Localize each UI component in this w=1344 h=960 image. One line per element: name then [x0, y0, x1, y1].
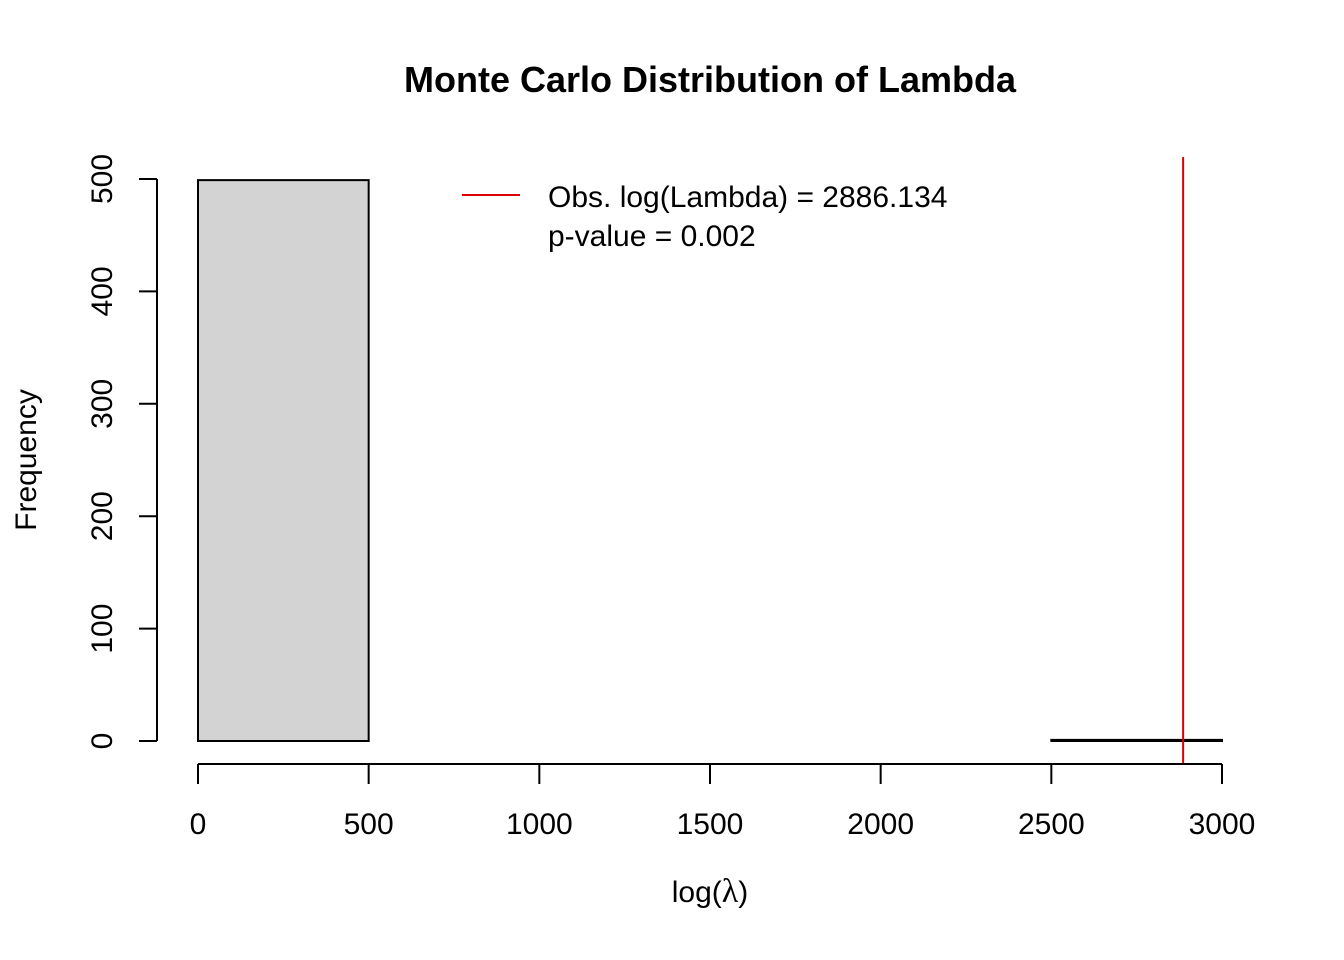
histogram-bar-5 [1050, 738, 1224, 742]
x-tick-label-1000: 1000 [506, 808, 573, 841]
x-tick-label-3000: 3000 [1189, 808, 1256, 841]
x-axis-label-lambda: λ [722, 873, 739, 910]
y-tick-label-200: 200 [86, 491, 119, 541]
x-axis-label: log(λ) [672, 873, 749, 910]
x-axis: 0 500 1000 1500 2000 2500 3000 [190, 763, 1256, 841]
y-tick-label-300: 300 [86, 379, 119, 429]
x-tick-label-0: 0 [190, 808, 207, 841]
y-tick-label-0: 0 [86, 733, 119, 750]
legend-observed-text: Obs. log(Lambda) = 2886.134 [548, 181, 947, 214]
legend-pvalue-text: p-value = 0.002 [548, 220, 756, 253]
legend: Obs. log(Lambda) = 2886.134 p-value = 0.… [462, 181, 947, 253]
y-tick-label-400: 400 [86, 266, 119, 316]
x-axis-label-prefix: log( [672, 876, 722, 909]
x-tick-label-1500: 1500 [677, 808, 744, 841]
x-tick-label-2000: 2000 [847, 808, 914, 841]
y-tick-label-500: 500 [86, 154, 119, 204]
x-tick-label-500: 500 [344, 808, 394, 841]
histogram-bar-0 [197, 179, 370, 742]
y-axis-label: Frequency [10, 389, 43, 531]
y-axis: 0 100 200 300 400 500 [86, 154, 158, 750]
y-tick-label-100: 100 [86, 604, 119, 654]
chart-title: Monte Carlo Distribution of Lambda [404, 59, 1017, 100]
x-axis-label-suffix: ) [738, 876, 748, 909]
x-tick-label-2500: 2500 [1018, 808, 1085, 841]
histogram-bars [197, 179, 1224, 742]
